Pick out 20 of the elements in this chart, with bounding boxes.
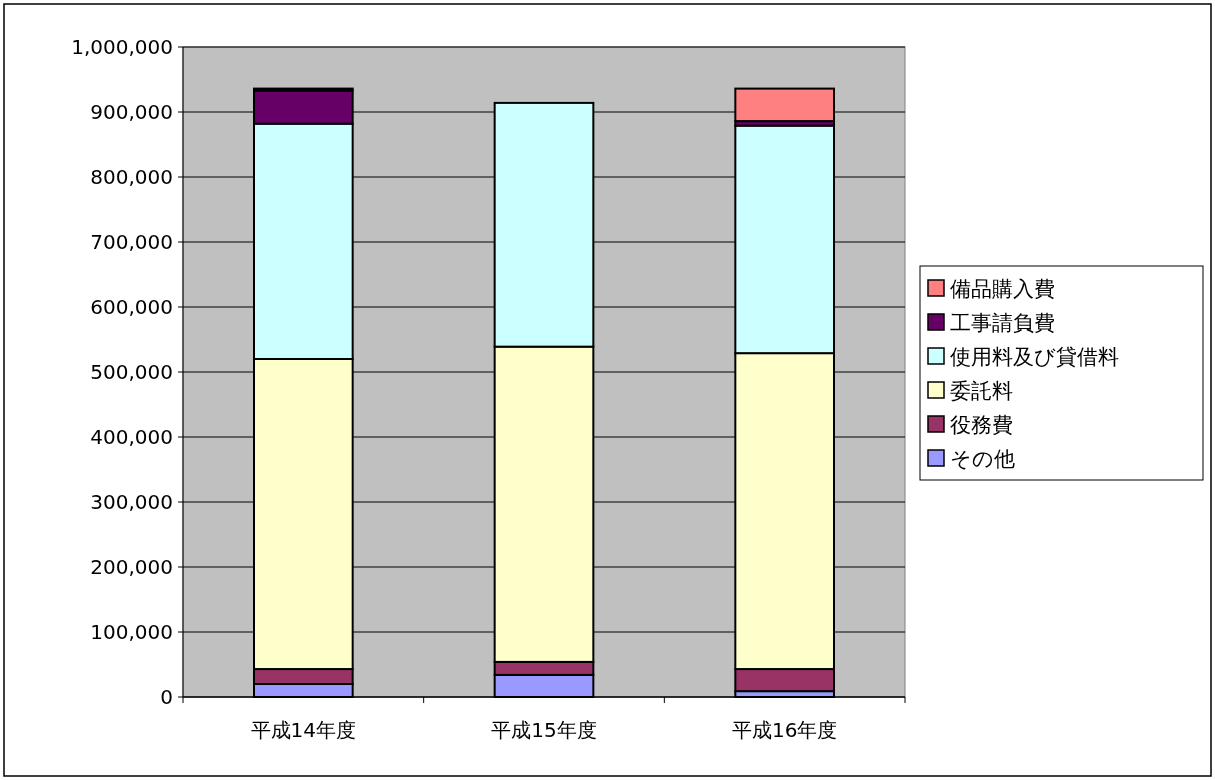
y-tick-label: 100,000 <box>90 620 173 644</box>
y-tick-label: 500,000 <box>90 360 173 384</box>
y-tick-label: 0 <box>160 685 173 709</box>
y-tick-label: 400,000 <box>90 425 173 449</box>
legend-label: 委託料 <box>950 379 1013 403</box>
x-tick-label: 平成15年度 <box>491 718 597 742</box>
y-tick-label: 300,000 <box>90 490 173 514</box>
legend-label: その他 <box>950 447 1015 471</box>
y-tick-label: 800,000 <box>90 165 173 189</box>
legend-label: 工事請負費 <box>950 311 1055 335</box>
legend-label: 備品購入費 <box>950 277 1055 301</box>
y-tick-label: 200,000 <box>90 555 173 579</box>
x-tick-label: 平成16年度 <box>731 718 838 742</box>
y-tick-label: 700,000 <box>90 230 173 254</box>
y-tick-label: 1,000,000 <box>71 35 173 59</box>
y-tick-label: 600,000 <box>90 295 173 319</box>
y-tick-label: 900,000 <box>90 100 173 124</box>
x-tick-label: 平成14年度 <box>250 718 357 742</box>
legend-label: 役務費 <box>950 413 1013 437</box>
legend-label: 使用料及び貸借料 <box>950 345 1119 369</box>
